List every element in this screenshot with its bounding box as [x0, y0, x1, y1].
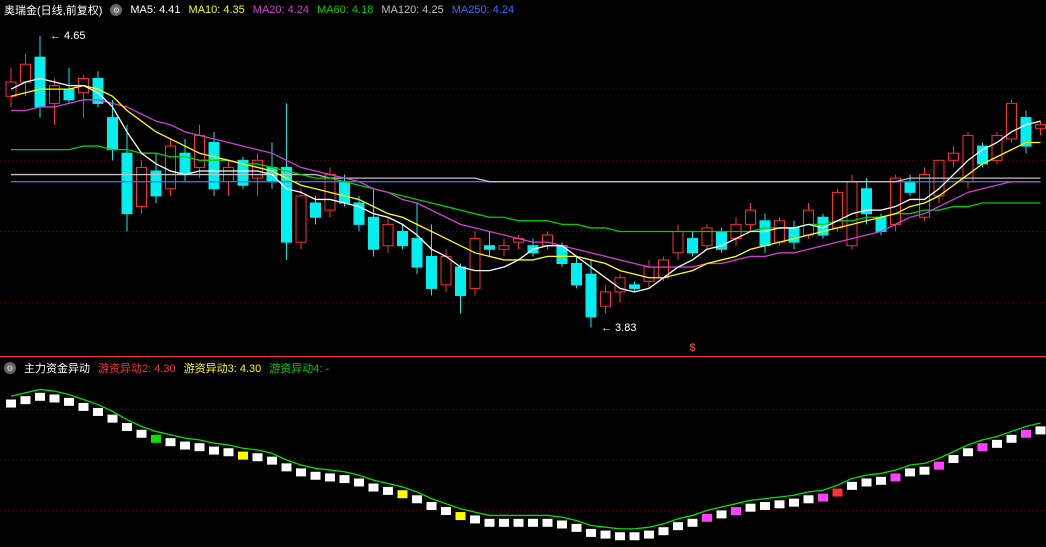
indicator-title: 主力资金异动: [24, 360, 90, 376]
ma60-label: MA60: 4.18: [317, 4, 373, 16]
sub-chart-header: ⚙ 主力资金异动 游资异动2: 4.30 游资异动3: 4.30 游资异动4: …: [4, 360, 329, 376]
gear-icon[interactable]: ⚙: [4, 362, 16, 374]
main-chart-header: 奥瑞金(日线,前复权) ⚙ MA5: 4.41 MA10: 4.35 MA20:…: [4, 2, 514, 18]
indicator-chart[interactable]: [0, 376, 1046, 544]
indicator-m4: 游资异动4: -: [269, 360, 329, 376]
ma5-label: MA5: 4.41: [130, 4, 180, 16]
gear-icon[interactable]: ⚙: [110, 4, 122, 16]
ma250-label: MA250: 4.24: [452, 4, 514, 16]
ma120-label: MA120: 4.25: [381, 4, 443, 16]
high-price-annotation: ← 4.65: [50, 30, 85, 42]
chart-title: 奥瑞金(日线,前复权): [4, 2, 102, 18]
indicator-m3: 游资异动3: 4.30: [184, 360, 262, 376]
ma10-label: MA10: 4.35: [189, 4, 245, 16]
low-price-annotation: ← 3.83: [601, 322, 636, 334]
dollar-marker: $: [690, 342, 696, 354]
candlestick-chart[interactable]: [0, 18, 1046, 356]
panel-divider: [0, 356, 1046, 357]
indicator-m2: 游资异动2: 4.30: [98, 360, 176, 376]
ma20-label: MA20: 4.24: [253, 4, 309, 16]
